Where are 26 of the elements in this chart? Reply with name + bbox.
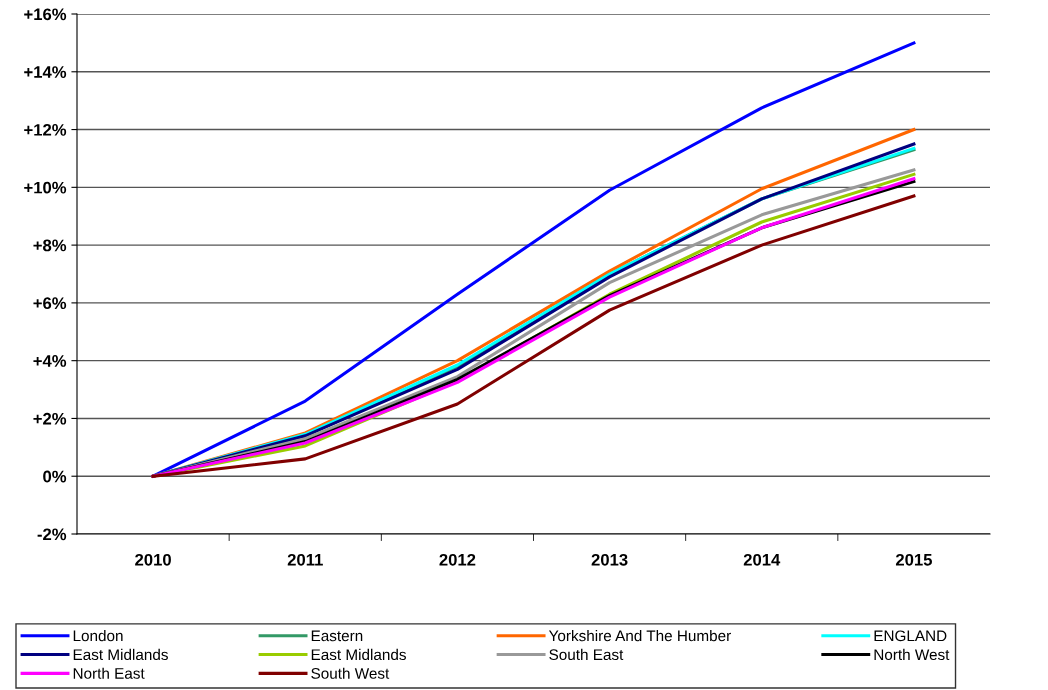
legend-label: South West <box>311 667 390 679</box>
y-tick-label: +16% <box>24 8 67 21</box>
y-tick-label: +2% <box>33 412 67 425</box>
y-tick-label: +8% <box>33 239 67 252</box>
legend-label: London <box>73 630 123 642</box>
x-tick-label: 2015 <box>895 553 932 566</box>
y-tick-label: +4% <box>33 355 67 367</box>
legend-label: East Midlands <box>311 648 406 661</box>
y-tick-label: +10% <box>24 181 67 194</box>
x-tick-label: 2010 <box>135 553 171 566</box>
legend-label: Yorkshire And The Humber <box>548 630 731 642</box>
legend-label: North East <box>73 667 145 679</box>
legend-label: East Midlands <box>73 648 168 661</box>
y-tick-label: +14% <box>24 66 67 78</box>
legend-label: Eastern <box>311 630 363 642</box>
x-tick-label: 2012 <box>439 553 476 566</box>
legend-label: North West <box>874 648 950 661</box>
y-tick-label: -2% <box>37 528 67 541</box>
legend-label: South East <box>549 648 624 661</box>
x-tick-label: 2013 <box>591 553 628 566</box>
x-tick-label: 2014 <box>743 553 781 566</box>
y-tick-label: +6% <box>33 297 67 310</box>
legend-label: ENGLAND <box>874 630 947 642</box>
y-tick-label: 0% <box>43 470 67 483</box>
x-tick-label: 2011 <box>287 553 323 566</box>
y-tick-label: +12% <box>24 123 67 136</box>
